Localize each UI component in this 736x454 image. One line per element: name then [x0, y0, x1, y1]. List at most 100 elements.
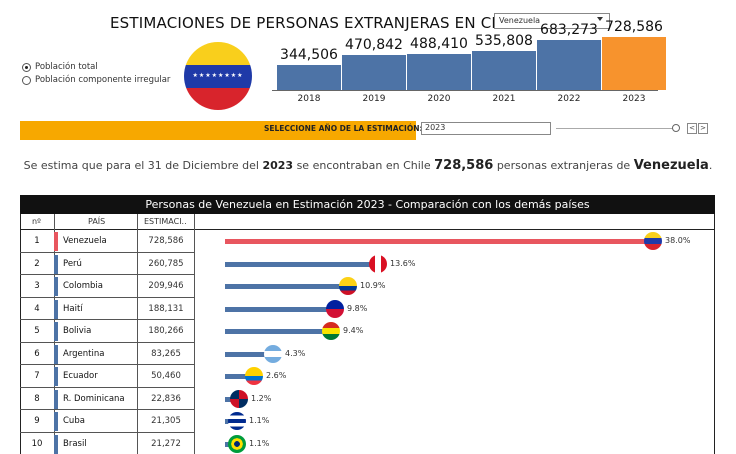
radio-label: Población total: [35, 62, 98, 72]
year-value-label: 470,842: [345, 37, 403, 53]
colombia-flag-icon: [339, 277, 357, 295]
row-divider: [20, 431, 195, 433]
summary-prefix: Se estima que para el 31 de Diciembre de…: [23, 159, 259, 172]
row-estimate: 180,266: [148, 326, 184, 336]
year-input[interactable]: 2023: [421, 122, 551, 135]
radio-poblacion-irregular[interactable]: Población componente irregular: [22, 75, 170, 85]
radio-unselected-icon: [22, 75, 31, 85]
row-country: Bolivia: [63, 326, 92, 336]
row-share-bar[interactable]: [225, 306, 335, 312]
row-share-bar[interactable]: [225, 351, 273, 357]
year-bar-2021[interactable]: [472, 51, 536, 90]
row-estimate: 21,272: [151, 438, 181, 449]
summary-country: Venezuela: [633, 158, 709, 173]
row-share-bar[interactable]: [225, 261, 378, 267]
row-color-marker: [54, 389, 58, 409]
row-share-bar[interactable]: [225, 239, 653, 244]
year-value-label: 728,586: [605, 19, 663, 35]
chevron-down-icon: [597, 17, 603, 21]
table-row[interactable]: 4 Haití 188,131 9.8%: [20, 298, 715, 320]
row-estimate: 188,131: [148, 303, 184, 314]
radio-poblacion-total[interactable]: Población total: [22, 62, 98, 72]
year-axis-label: 2021: [492, 94, 516, 104]
table-row[interactable]: 3 Colombia 209,946 10.9%: [20, 275, 715, 298]
row-divider: [20, 274, 195, 275]
row-number: 5: [34, 326, 40, 336]
summary-year: 2023: [262, 159, 294, 172]
table-column-headers: nº PAÍS ESTIMACI..: [20, 214, 715, 230]
year-slider-track[interactable]: [556, 128, 674, 129]
row-share-label: 2.6%: [266, 371, 287, 380]
row-divider: [20, 319, 195, 320]
year-axis-label: 2022: [557, 94, 581, 104]
row-color-marker: [54, 277, 58, 296]
radio-selected-icon: [22, 62, 31, 72]
table-row[interactable]: 8 R. Dominicana 22,836 1.2%: [20, 388, 715, 410]
row-share-label: 10.9%: [360, 281, 386, 290]
row-share-bar[interactable]: [225, 329, 331, 334]
row-color-marker: [54, 434, 58, 454]
summary-count: 728,586: [434, 158, 494, 173]
table-row[interactable]: 2 Perú 260,785 13.6%: [20, 253, 715, 275]
row-divider: [20, 296, 195, 298]
row-country: Ecuador: [63, 371, 98, 381]
col-header-pais[interactable]: PAÍS: [88, 217, 106, 226]
row-country: Haití: [63, 303, 83, 314]
next-year-button[interactable]: >: [698, 123, 708, 134]
row-estimate: 209,946: [148, 281, 184, 291]
row-number: 3: [34, 281, 40, 291]
page-title: ESTIMACIONES DE PERSONAS EXTRANJERAS EN …: [110, 14, 553, 32]
table-row[interactable]: 10 Brasil 21,272 1.1%: [20, 433, 715, 454]
row-country: Cuba: [63, 416, 85, 426]
row-share-bar[interactable]: [225, 284, 348, 289]
table-row[interactable]: 1 Venezuela 728,586 38.0%: [20, 230, 715, 253]
summary-text: Se estima que para el 31 de Diciembre de…: [0, 158, 736, 173]
prev-year-button[interactable]: <: [687, 123, 697, 134]
year-bar-2020[interactable]: [407, 54, 471, 90]
row-share-label: 1.1%: [249, 438, 270, 448]
brasil-flag-icon: [228, 434, 246, 453]
row-number: 1: [34, 236, 40, 246]
row-estimate: 21,305: [151, 416, 181, 426]
radio-label: Población componente irregular: [35, 75, 171, 85]
years-axis: [272, 90, 658, 91]
row-country: R. Dominicana: [63, 393, 125, 404]
col-header-estimacion[interactable]: ESTIMACI..: [144, 217, 187, 226]
row-color-marker: [54, 412, 58, 431]
year-slider-handle[interactable]: [672, 124, 680, 132]
row-number: 4: [34, 303, 40, 314]
row-color-marker: [54, 254, 58, 274]
year-axis-label: 2018: [297, 94, 321, 104]
row-share-bar[interactable]: [225, 374, 254, 379]
row-number: 2: [34, 258, 40, 269]
row-color-marker: [54, 232, 58, 251]
table-row[interactable]: 9 Cuba 21,305 1.1%: [20, 410, 715, 433]
table-row[interactable]: 6 Argentina 83,265 4.3%: [20, 343, 715, 365]
row-divider: [20, 251, 195, 253]
row-share-label: 38.0%: [665, 236, 691, 245]
row-number: 7: [34, 371, 40, 381]
table-row[interactable]: 7 Ecuador 50,460 2.6%: [20, 365, 715, 388]
year-selector-label: SELECCIONE AÑO DE LA ESTIMACIÓN:: [264, 124, 423, 133]
row-share-label: 9.4%: [343, 326, 364, 335]
row-estimate: 22,836: [151, 393, 181, 404]
year-value-label: 683,273: [540, 22, 598, 38]
row-share-label: 1.1%: [249, 416, 270, 425]
year-bar-2022[interactable]: [537, 40, 601, 90]
row-color-marker: [54, 344, 58, 364]
row-estimate: 728,586: [148, 236, 184, 246]
year-axis-label: 2020: [427, 94, 451, 104]
ecuador-flag-icon: [245, 367, 263, 385]
year-selector-bar: [20, 121, 416, 140]
per--flag-icon: [369, 254, 387, 273]
row-estimate: 260,785: [148, 258, 184, 269]
row-country: Venezuela: [63, 236, 107, 246]
table-row[interactable]: 5 Bolivia 180,266 9.4%: [20, 320, 715, 343]
country-dropdown[interactable]: Venezuela: [494, 13, 610, 29]
row-divider: [20, 386, 195, 388]
row-number: 9: [34, 416, 40, 426]
year-bar-2019[interactable]: [342, 55, 406, 90]
row-country: Brasil: [63, 438, 87, 449]
year-bar-2018[interactable]: [277, 65, 341, 90]
year-bar-2023[interactable]: [602, 37, 666, 90]
